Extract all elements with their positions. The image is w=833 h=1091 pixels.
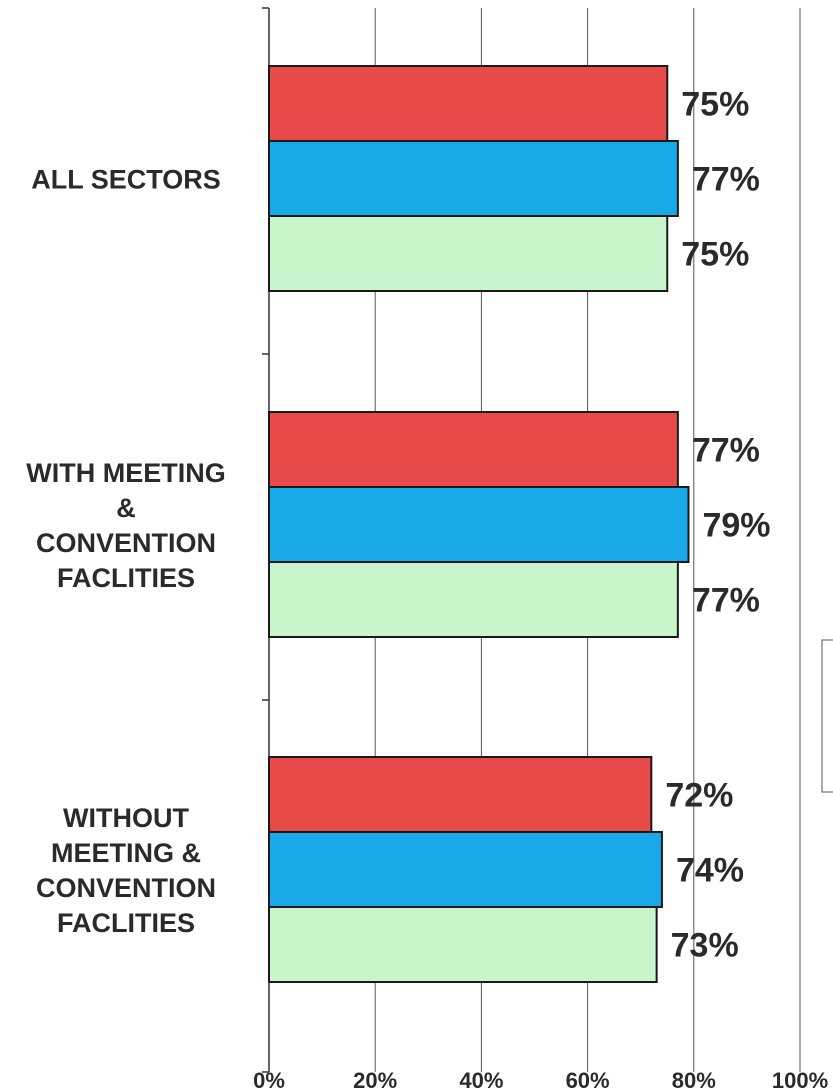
bar [268,65,669,142]
legend-box [821,639,833,793]
y-axis [262,7,270,1073]
data-label: 77% [692,161,760,199]
data-label: 75% [681,86,749,124]
bar [268,906,658,983]
x-tick-label: 40% [459,1068,503,1091]
category-label: & [116,493,136,523]
x-tick-label: 100% [772,1068,828,1091]
category-label: CONVENTION [36,873,216,903]
x-tick-label: 80% [672,1068,716,1091]
bar [268,756,653,833]
data-label: 73% [671,927,739,965]
data-label: 79% [702,507,770,545]
bars [268,65,690,983]
bar [268,831,663,908]
category-label: CONVENTION [36,528,216,558]
data-label: 77% [692,432,760,470]
category-label: ALL SECTORS [31,165,221,195]
bar [268,140,679,217]
x-tick-label: 60% [566,1068,610,1091]
x-axis-tick-labels: 0% 20% 40% 60% 80% 100% [253,1068,828,1091]
bar [268,411,679,488]
data-label: 72% [665,777,733,815]
category-label: WITH MEETING [26,458,225,488]
category-labels: ALL SECTORS WITH MEETING & CONVENTION FACLIT… [26,165,225,939]
x-tick-label: 20% [353,1068,397,1091]
bar [268,486,690,563]
bar [268,561,679,638]
category-label: MEETING & [51,838,201,868]
data-label: 77% [692,582,760,620]
category-label: FACLITIES [57,908,195,938]
data-label: 75% [681,236,749,274]
category-label: FACLITIES [57,563,195,593]
data-labels: 75% 77% 72% 77% 79% 74% 75% 77% 73% [665,86,770,965]
data-label: 74% [676,852,744,890]
bar [268,215,669,292]
x-tick-label: 0% [253,1068,285,1091]
category-label: WITHOUT [63,803,189,833]
